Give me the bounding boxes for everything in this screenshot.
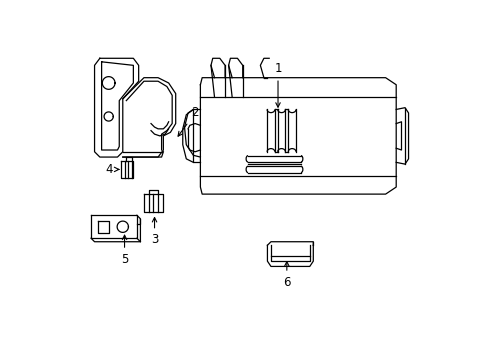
Text: 6: 6: [283, 262, 290, 289]
Text: 4: 4: [105, 163, 119, 176]
Text: 2: 2: [178, 107, 199, 136]
Text: 5: 5: [121, 235, 128, 266]
Text: 1: 1: [274, 62, 281, 107]
Text: 3: 3: [150, 217, 158, 247]
